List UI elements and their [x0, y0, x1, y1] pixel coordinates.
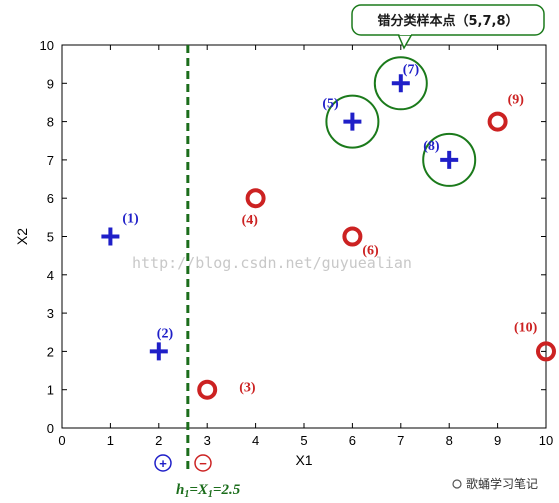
- point-label: (5): [322, 97, 339, 112]
- data-point: (7): [373, 56, 428, 111]
- data-point: (2): [149, 326, 174, 361]
- negative-marker: [197, 379, 218, 400]
- y-tick-label: 5: [47, 230, 54, 245]
- y-tick-label: 7: [47, 153, 54, 168]
- data-point: (8): [422, 132, 477, 187]
- x-axis-label: X1: [295, 452, 312, 468]
- data-point: (1): [101, 212, 139, 246]
- point-label: (7): [403, 62, 420, 77]
- svg-text:−: −: [199, 456, 207, 471]
- y-tick-label: 4: [47, 268, 54, 283]
- split-label: h1=X1=2.5: [176, 482, 241, 500]
- point-label: (9): [508, 93, 525, 108]
- data-point: (6): [342, 226, 379, 259]
- y-tick-label: 10: [40, 38, 54, 53]
- negative-marker: [487, 111, 508, 132]
- data-point: (4): [242, 188, 266, 228]
- positive-marker: [149, 342, 168, 361]
- y-tick-label: 2: [47, 344, 54, 359]
- brand-text: 歌蛹学习笔记: [466, 476, 538, 491]
- data-point: (3): [197, 379, 256, 400]
- y-tick-label: 1: [47, 383, 54, 398]
- x-tick-label: 1: [107, 433, 114, 448]
- watermark-text: http://blog.csdn.net/guyuealian: [132, 254, 412, 272]
- positive-side-sign: +: [154, 454, 172, 472]
- brand-badge: 歌蛹学习笔记: [452, 476, 538, 491]
- x-tick-label: 10: [539, 433, 553, 448]
- misclassified-highlight-ring: [422, 132, 477, 187]
- point-label: (3): [239, 381, 256, 396]
- y-tick-label: 0: [47, 421, 54, 436]
- brand-icon: [452, 479, 462, 489]
- negative-side-sign: −: [194, 454, 212, 472]
- x-tick-label: 0: [58, 433, 65, 448]
- plot-area: [61, 44, 547, 429]
- point-label: (2): [157, 326, 174, 341]
- data-point: (10): [514, 320, 556, 362]
- misclassified-highlight-ring: [325, 94, 380, 149]
- misclassified-highlight-ring: [373, 56, 428, 111]
- point-label: (4): [242, 213, 259, 228]
- y-tick-label: 9: [47, 76, 54, 91]
- misclassified-callout: 错分类样本点（5,7,8）: [351, 4, 545, 50]
- point-label: (1): [122, 212, 139, 227]
- positive-marker: [391, 74, 410, 93]
- y-tick-label: 8: [47, 115, 54, 130]
- x-tick-label: 7: [397, 433, 404, 448]
- x-tick-label: 3: [204, 433, 211, 448]
- positive-marker: [343, 112, 362, 131]
- negative-marker: [342, 226, 363, 247]
- x-tick-label: 4: [252, 433, 259, 448]
- callout-text: 错分类样本点（5,7,8）: [377, 13, 518, 29]
- x-tick-label: 9: [494, 433, 501, 448]
- negative-marker: [536, 341, 556, 362]
- svg-text:+: +: [159, 456, 167, 471]
- positive-marker: [440, 150, 459, 169]
- data-point: (9): [487, 93, 525, 132]
- x-tick-label: 6: [349, 433, 356, 448]
- y-tick-label: 3: [47, 306, 54, 321]
- y-tick-label: 6: [47, 191, 54, 206]
- x-tick-label: 2: [155, 433, 162, 448]
- data-point: (5): [322, 94, 380, 149]
- point-label: (8): [423, 139, 440, 154]
- y-axis-label: X2: [14, 228, 30, 245]
- x-tick-label: 8: [446, 433, 453, 448]
- negative-marker: [245, 188, 266, 209]
- positive-marker: [101, 227, 120, 246]
- point-label: (10): [514, 320, 538, 335]
- point-label: (6): [362, 244, 379, 259]
- x-tick-label: 5: [300, 433, 307, 448]
